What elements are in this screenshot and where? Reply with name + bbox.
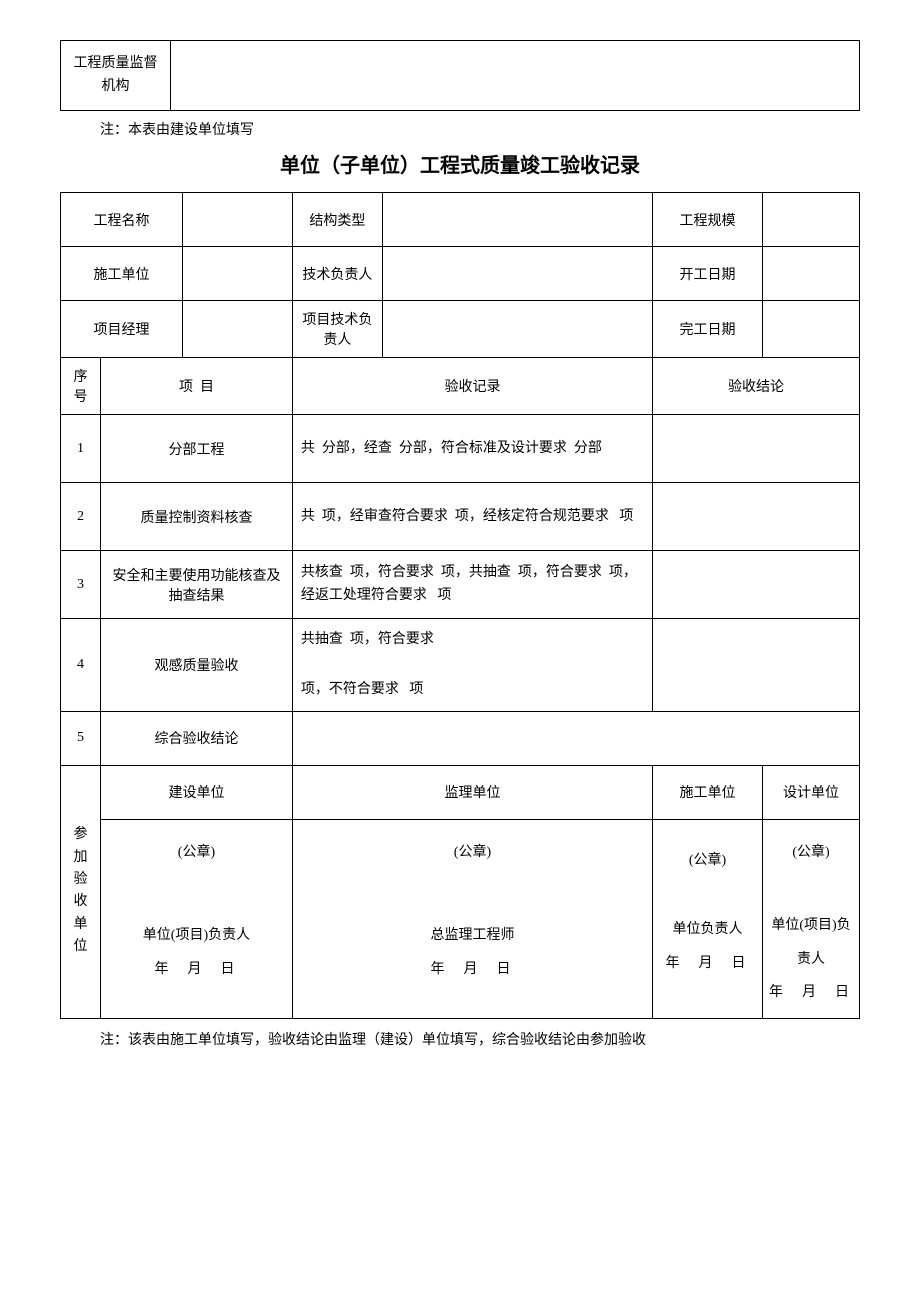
sig-h2: 监理单位: [292, 765, 652, 819]
sig-cell-2: (公章) 总监理工程师 年 月 日: [292, 819, 652, 1018]
table-row: 4 观感质量验收 共抽查 项，符合要求 项，不符合要求 项: [61, 619, 860, 712]
date-text: 年 月 日: [769, 976, 853, 1010]
value-proj-tech-lead: [382, 301, 652, 358]
row-record: 共抽查 项，符合要求 项，不符合要求 项: [292, 619, 652, 712]
sig-h4: 设计单位: [763, 765, 860, 819]
col-result: 验收结论: [652, 358, 859, 415]
row-no: 4: [61, 619, 101, 712]
value-start-date: [763, 247, 860, 301]
value-contractor: [182, 247, 292, 301]
date-text: 年 月 日: [299, 953, 646, 987]
row-no: 3: [61, 551, 101, 619]
date-text: 年 月 日: [107, 953, 286, 987]
row-item: 安全和主要使用功能核查及抽查结果: [101, 551, 293, 619]
person-label: 单位(项目)负责人: [769, 909, 853, 976]
col-seq: 序号: [61, 358, 101, 415]
column-header-row: 序号 项 目 验收记录 验收结论: [61, 358, 860, 415]
row-record: 共 分部，经查 分部，符合标准及设计要求 分部: [292, 415, 652, 483]
row-item: 综合验收结论: [101, 711, 293, 765]
table-row: 3 安全和主要使用功能核查及抽查结果 共核查 项，符合要求 项，共抽查 项，符合…: [61, 551, 860, 619]
value-structure-type: [382, 193, 652, 247]
sig-body-row: (公章) 单位(项目)负责人 年 月 日 (公章) 总监理工程师 年 月 日 (…: [61, 819, 860, 1018]
row-result: [652, 551, 859, 619]
row-record: 共核查 项，符合要求 项，共抽查 项，符合要求 项，经返工处理符合要求 项: [292, 551, 652, 619]
acceptance-record-table: 工程名称 结构类型 工程规模 施工单位 技术负责人 开工日期 项目经理 项目技术…: [60, 192, 860, 1019]
value-tech-lead: [382, 247, 652, 301]
note-2: 注：该表由施工单位填写，验收结论由监理（建设）单位填写，综合验收结论由参加验收: [100, 1029, 860, 1049]
row-result: [652, 619, 859, 712]
table-row: 5 综合验收结论: [61, 711, 860, 765]
col-item: 项 目: [101, 358, 293, 415]
supervision-org-table: 工程质量监督机构: [60, 40, 860, 111]
person-label: 总监理工程师: [299, 919, 646, 953]
info-row-2: 施工单位 技术负责人 开工日期: [61, 247, 860, 301]
row-item: 观感质量验收: [101, 619, 293, 712]
person-label: 单位(项目)负责人: [107, 919, 286, 953]
seal-text: (公章): [107, 836, 286, 870]
note-1: 注：本表由建设单位填写: [100, 119, 860, 139]
table-row: 1 分部工程 共 分部，经查 分部，符合标准及设计要求 分部: [61, 415, 860, 483]
participating-units-text: 参加验收单位: [74, 824, 88, 958]
row-no: 2: [61, 483, 101, 551]
value-scale: [763, 193, 860, 247]
seal-text: (公章): [769, 836, 853, 870]
person-label: 单位负责人: [659, 913, 756, 947]
row-no: 5: [61, 711, 101, 765]
info-row-3: 项目经理 项目技术负责人 完工日期: [61, 301, 860, 358]
sig-header-row: 参加验收单位 建设单位 监理单位 施工单位 设计单位: [61, 765, 860, 819]
label-start-date: 开工日期: [653, 247, 763, 301]
sig-cell-1: (公章) 单位(项目)负责人 年 月 日: [101, 819, 293, 1018]
label-end-date: 完工日期: [653, 301, 763, 358]
value-end-date: [763, 301, 860, 358]
date-text: 年 月 日: [659, 947, 756, 981]
label-proj-tech-lead: 项目技术负责人: [292, 301, 382, 358]
seal-text: (公章): [659, 844, 756, 878]
label-scale: 工程规模: [653, 193, 763, 247]
sig-cell-3: (公章) 单位负责人 年 月 日: [652, 819, 762, 1018]
page-title: 单位（子单位）工程式质量竣工验收记录: [60, 149, 860, 178]
row-result: [652, 415, 859, 483]
participating-units-label: 参加验收单位: [61, 765, 101, 1018]
row-record: [292, 711, 859, 765]
row-record: 共 项，经审查符合要求 项，经核定符合规范要求 项: [292, 483, 652, 551]
supervision-org-value: [171, 41, 860, 111]
row-no: 1: [61, 415, 101, 483]
table-row: 2 质量控制资料核查 共 项，经审查符合要求 项，经核定符合规范要求 项: [61, 483, 860, 551]
supervision-org-label: 工程质量监督机构: [61, 41, 171, 111]
col-record: 验收记录: [292, 358, 652, 415]
seal-text: (公章): [299, 836, 646, 870]
info-row-1: 工程名称 结构类型 工程规模: [61, 193, 860, 247]
label-contractor: 施工单位: [61, 247, 183, 301]
value-pm: [182, 301, 292, 358]
label-pm: 项目经理: [61, 301, 183, 358]
sig-h3: 施工单位: [652, 765, 762, 819]
sig-cell-4: (公章) 单位(项目)负责人 年 月 日: [763, 819, 860, 1018]
sig-h1: 建设单位: [101, 765, 293, 819]
label-structure-type: 结构类型: [292, 193, 382, 247]
row-result: [652, 483, 859, 551]
row-item: 质量控制资料核查: [101, 483, 293, 551]
label-project-name: 工程名称: [61, 193, 183, 247]
value-project-name: [182, 193, 292, 247]
row-item: 分部工程: [101, 415, 293, 483]
label-tech-lead: 技术负责人: [292, 247, 382, 301]
